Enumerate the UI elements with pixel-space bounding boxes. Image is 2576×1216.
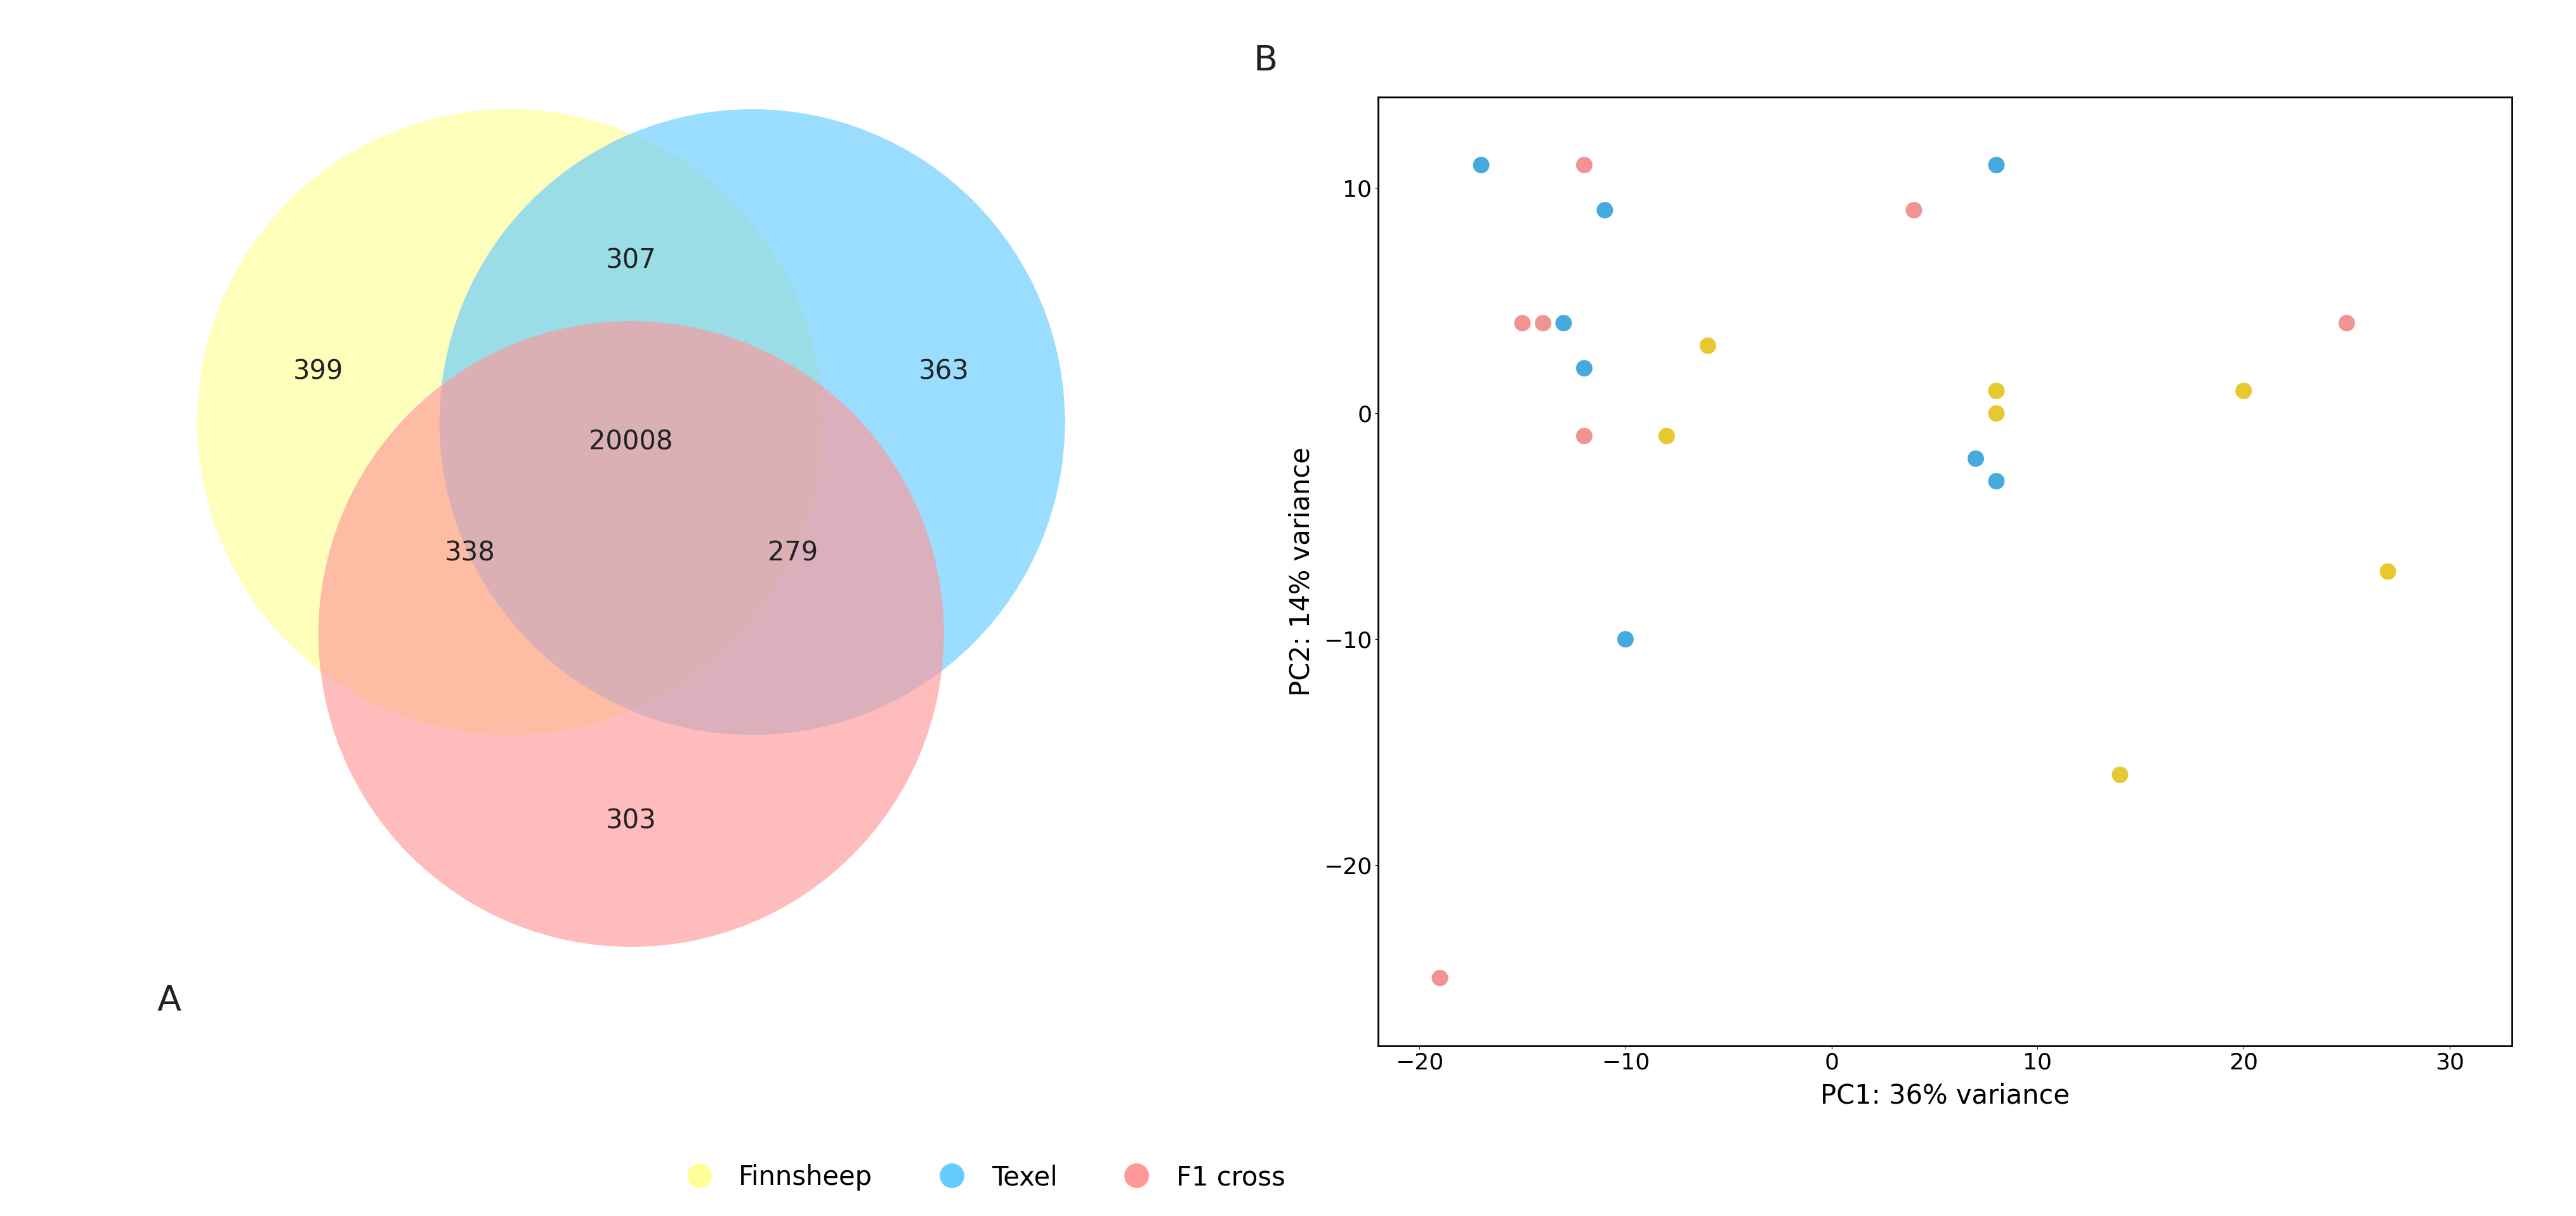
Circle shape	[198, 109, 822, 734]
Point	[1976, 156, 2017, 175]
Point	[1543, 314, 1584, 333]
Point	[2223, 381, 2264, 400]
Legend: Finnsheep, Texel, F1 cross: Finnsheep, Texel, F1 cross	[672, 1164, 1285, 1190]
Text: 338: 338	[443, 540, 495, 567]
Point	[1419, 968, 1461, 987]
Point	[1976, 404, 2017, 423]
Point	[1584, 201, 1625, 220]
Text: 399: 399	[294, 359, 343, 385]
Circle shape	[440, 109, 1064, 734]
Point	[2099, 765, 2141, 784]
Point	[2367, 562, 2409, 581]
Text: 279: 279	[768, 540, 817, 567]
Point	[1502, 314, 1543, 333]
Text: 303: 303	[605, 807, 657, 834]
Circle shape	[319, 321, 943, 947]
Point	[1564, 427, 1605, 446]
Point	[1955, 449, 1996, 468]
Point	[1646, 427, 1687, 446]
Y-axis label: PC2: 14% variance: PC2: 14% variance	[1288, 447, 1314, 696]
Point	[1564, 156, 1605, 175]
Text: 363: 363	[920, 359, 969, 385]
Point	[1687, 336, 1728, 355]
Point	[1893, 201, 1935, 220]
Text: 20008: 20008	[590, 429, 672, 456]
Point	[1461, 156, 1502, 175]
Text: 307: 307	[605, 247, 657, 274]
Text: B: B	[1255, 44, 1278, 78]
Text: A: A	[157, 984, 180, 1018]
X-axis label: PC1: 36% variance: PC1: 36% variance	[1821, 1082, 2069, 1109]
Point	[2326, 314, 2367, 333]
Point	[1976, 472, 2017, 491]
Point	[1976, 381, 2017, 400]
Point	[1605, 630, 1646, 649]
Point	[1522, 314, 1564, 333]
Point	[1564, 359, 1605, 378]
